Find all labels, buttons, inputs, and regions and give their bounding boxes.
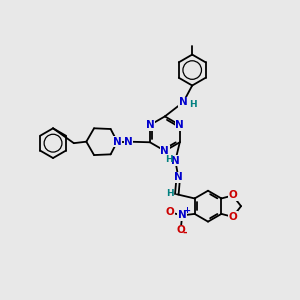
Text: +: + — [183, 206, 190, 215]
Text: N: N — [174, 172, 183, 182]
Text: N: N — [178, 210, 187, 220]
Text: N: N — [171, 156, 180, 166]
Text: O: O — [228, 212, 237, 222]
Text: N: N — [160, 146, 169, 156]
Text: H: H — [167, 189, 174, 198]
Text: N: N — [176, 120, 184, 130]
Text: H: H — [189, 100, 196, 109]
Text: O: O — [166, 207, 175, 218]
Text: N: N — [113, 137, 122, 147]
Text: O: O — [228, 190, 237, 200]
Text: H: H — [165, 155, 172, 164]
Text: -: - — [182, 228, 187, 238]
Text: N: N — [146, 120, 154, 130]
Text: O: O — [176, 225, 185, 235]
Text: N: N — [124, 137, 133, 147]
Text: N: N — [179, 97, 188, 107]
